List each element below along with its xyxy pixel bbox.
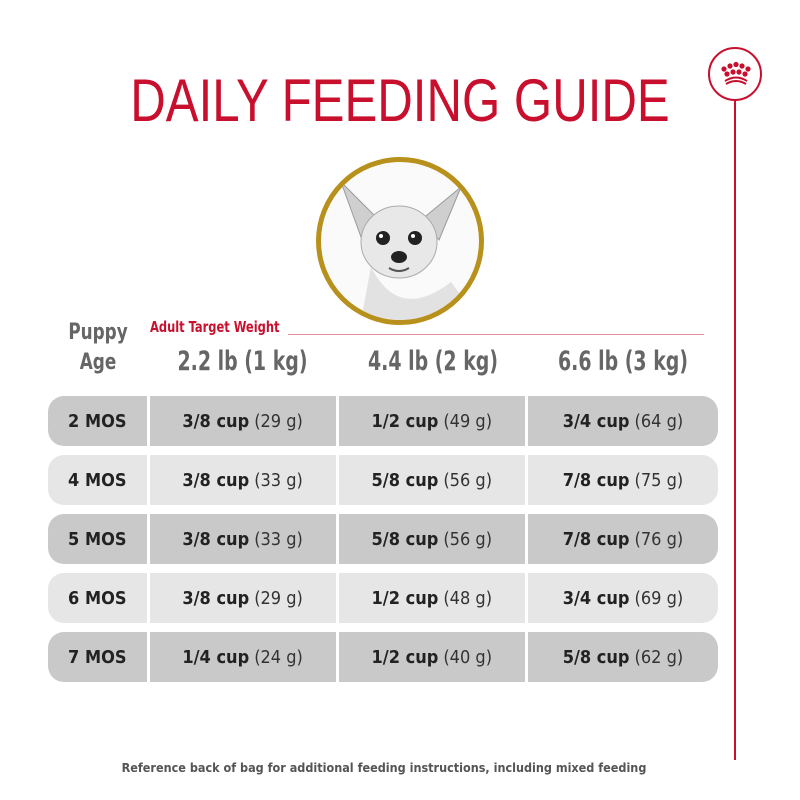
gram-amount: (29 g) [254,410,303,432]
table-row: 6 MOS 3/8 cup (29 g) 1/2 cup (48 g) 3/4 cu… [48,573,718,623]
value-cell: 1/4 cup (24 g) [149,632,336,682]
puppy-age-header: Puppy Age [64,318,132,378]
gram-amount: (48 g) [443,587,493,609]
age-cell: 7 MOS [48,632,147,682]
value-cell: 3/8 cup (29 g) [149,573,336,623]
cup-amount: 3/8 cup [182,410,250,432]
value-cell: 1/2 cup (49 g) [338,396,525,446]
value-cell: 5/8 cup (56 g) [338,455,525,505]
value-cell: 7/8 cup (76 g) [527,514,718,564]
age-cell: 4 MOS [48,455,147,505]
age-cell: 6 MOS [48,573,147,623]
column-header-2kg: 4.4 lb (2 kg) [367,346,499,377]
decorative-vertical-line [734,101,736,760]
puppy-image [316,157,484,325]
gram-amount: (29 g) [254,587,303,609]
gram-amount: (69 g) [634,587,684,609]
age-header-line1: Puppy [68,320,128,345]
cup-amount: 3/8 cup [182,469,250,491]
table-row: 7 MOS 1/4 cup (24 g) 1/2 cup (40 g) 5/8 cu… [48,632,718,682]
gram-amount: (76 g) [634,528,684,550]
cup-amount: 3/8 cup [182,587,250,609]
value-cell: 3/8 cup (33 g) [149,514,336,564]
value-cell: 3/8 cup (29 g) [149,396,336,446]
value-cell: 3/4 cup (64 g) [527,396,718,446]
cup-amount: 7/8 cup [562,469,630,491]
gram-amount: (40 g) [443,646,493,668]
age-cell: 2 MOS [48,396,147,446]
cup-amount: 3/4 cup [562,587,630,609]
gram-amount: (64 g) [634,410,684,432]
cup-amount: 1/2 cup [371,646,439,668]
column-header-1kg: 2.2 lb (1 kg) [177,346,308,377]
cup-amount: 1/4 cup [182,646,250,668]
page-title: DAILY FEEDING GUIDE [130,67,670,134]
gram-amount: (24 g) [254,646,303,668]
cup-amount: 3/4 cup [562,410,630,432]
chihuahua-illustration-icon [340,181,479,320]
gram-amount: (75 g) [634,469,684,491]
gram-amount: (49 g) [443,410,493,432]
cup-amount: 5/8 cup [371,528,439,550]
value-cell: 5/8 cup (56 g) [338,514,525,564]
cup-amount: 1/2 cup [371,410,439,432]
value-cell: 1/2 cup (48 g) [338,573,525,623]
age-header-line2: Age [79,350,117,375]
age-cell: 5 MOS [48,514,147,564]
crown-icon [721,61,751,85]
adult-target-weight-label: Adult Target Weight [150,318,280,336]
table-row: 5 MOS 3/8 cup (33 g) 5/8 cup (56 g) 7/8 cu… [48,514,718,564]
footer-note: Reference back of bag for additional fee… [121,760,647,775]
value-cell: 7/8 cup (75 g) [527,455,718,505]
cup-amount: 1/2 cup [371,587,439,609]
table-row: 2 MOS 3/8 cup (29 g) 1/2 cup (49 g) 3/4 cu… [48,396,718,446]
cup-amount: 5/8 cup [562,646,630,668]
target-weight-divider [288,334,704,335]
gram-amount: (33 g) [254,528,303,550]
cup-amount: 5/8 cup [371,469,439,491]
value-cell: 1/2 cup (40 g) [338,632,525,682]
gram-amount: (33 g) [254,469,303,491]
value-cell: 3/8 cup (33 g) [149,455,336,505]
brand-logo [708,47,762,101]
cup-amount: 3/8 cup [182,528,250,550]
cup-amount: 7/8 cup [562,528,630,550]
table-row: 4 MOS 3/8 cup (33 g) 5/8 cup (56 g) 7/8 cu… [48,455,718,505]
gram-amount: (62 g) [634,646,684,668]
gram-amount: (56 g) [443,469,493,491]
column-header-3kg: 6.6 lb (3 kg) [557,346,689,377]
value-cell: 3/4 cup (69 g) [527,573,718,623]
gram-amount: (56 g) [443,528,493,550]
value-cell: 5/8 cup (62 g) [527,632,718,682]
